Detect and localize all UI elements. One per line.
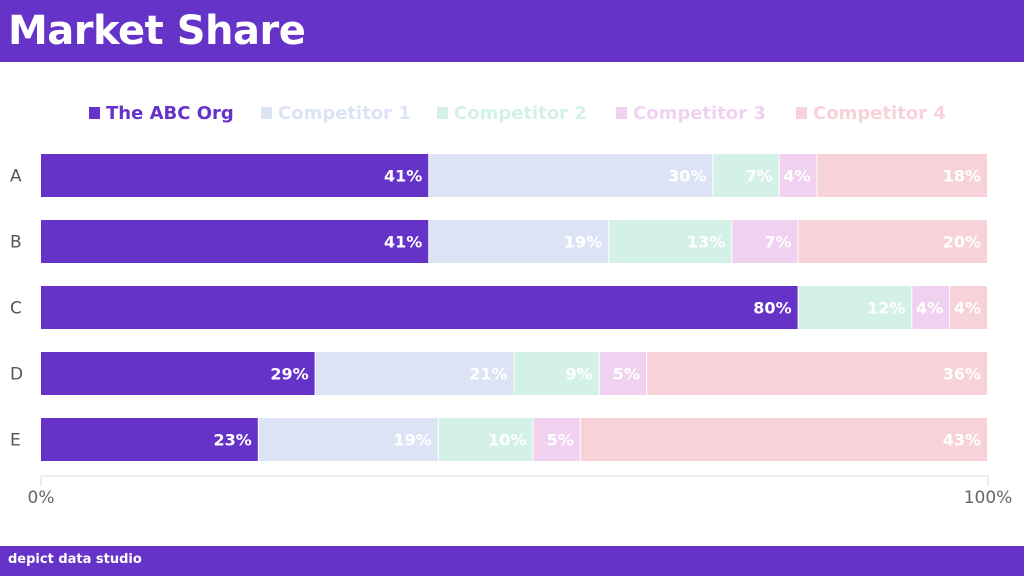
- bar-a-series-0: [41, 154, 429, 197]
- data-label-b-series-2: 13%: [687, 233, 725, 252]
- data-label-e-series-2: 10%: [488, 431, 526, 450]
- data-label-c-series-4: 4%: [954, 299, 981, 318]
- bar-c-series-2: [798, 286, 912, 329]
- bar-b-series-1: [429, 220, 609, 263]
- bar-b-series-2: [609, 220, 732, 263]
- title-bar: Market Share: [0, 0, 1024, 62]
- legend-swatch-3: [616, 107, 627, 119]
- bar-d-series-1: [315, 352, 514, 395]
- data-label-e-series-1: 19%: [393, 431, 431, 450]
- category-label-d: D: [10, 365, 23, 385]
- category-label-e: E: [10, 431, 21, 451]
- data-label-b-series-1: 19%: [564, 233, 602, 252]
- bar-e-series-0: [41, 418, 258, 461]
- legend-label-0: The ABC Org: [106, 103, 234, 124]
- data-label-a-series-1: 30%: [668, 167, 706, 186]
- legend-swatch-0: [89, 107, 100, 119]
- data-label-d-series-3: 5%: [613, 365, 640, 384]
- data-label-b-series-4: 20%: [943, 233, 981, 252]
- data-label-b-series-3: 7%: [764, 233, 791, 252]
- data-label-a-series-2: 7%: [745, 167, 772, 186]
- bar-e-series-3: [533, 418, 580, 461]
- x-tick-label-0: 0%: [28, 488, 55, 508]
- category-label-c: C: [10, 299, 22, 319]
- data-label-d-series-1: 21%: [469, 365, 507, 384]
- data-label-e-series-3: 5%: [547, 431, 574, 450]
- bar-e-series-4: [580, 418, 987, 461]
- x-tick-label-1: 100%: [964, 488, 1013, 508]
- bar-c-series-0: [41, 286, 798, 329]
- legend-swatch-1: [261, 107, 272, 119]
- bar-e-series-2: [438, 418, 533, 461]
- bar-b-series-4: [798, 220, 987, 263]
- chart-title: Market Share: [8, 8, 306, 54]
- data-label-c-series-2: 12%: [867, 299, 905, 318]
- bar-d-series-4: [647, 352, 987, 395]
- data-label-e-series-4: 43%: [943, 431, 981, 450]
- bar-a-series-1: [429, 154, 713, 197]
- bar-d-series-0: [41, 352, 315, 395]
- data-label-d-series-0: 29%: [270, 365, 308, 384]
- bar-a-series-2: [713, 154, 779, 197]
- data-label-d-series-2: 9%: [566, 365, 593, 384]
- data-label-d-series-4: 36%: [943, 365, 981, 384]
- bar-e-series-1: [258, 418, 438, 461]
- legend-label-2: Competitor 2: [454, 103, 587, 124]
- bar-c-series-4: [950, 286, 987, 329]
- bar-d-series-3: [599, 352, 647, 395]
- bar-b-series-3: [732, 220, 798, 263]
- data-label-a-series-3: 4%: [783, 167, 810, 186]
- bar-c-series-3: [912, 286, 950, 329]
- legend-label-1: Competitor 1: [278, 103, 411, 124]
- category-label-b: B: [10, 233, 22, 253]
- legend-swatch-4: [796, 107, 807, 119]
- data-label-e-series-0: 23%: [214, 431, 252, 450]
- legend-swatch-2: [437, 107, 448, 119]
- data-label-c-series-3: 4%: [916, 299, 943, 318]
- bar-a-series-4: [817, 154, 987, 197]
- bar-a-series-3: [779, 154, 817, 197]
- category-label-a: A: [10, 167, 22, 187]
- footer-bar: depict data studio: [0, 546, 1024, 576]
- bar-b-series-0: [41, 220, 429, 263]
- legend-label-4: Competitor 4: [813, 103, 946, 124]
- legend-label-3: Competitor 3: [633, 103, 766, 124]
- data-label-c-series-0: 80%: [753, 299, 791, 318]
- bar-d-series-2: [514, 352, 599, 395]
- footer-brand: depict data studio: [8, 552, 142, 567]
- data-label-b-series-0: 41%: [384, 233, 422, 252]
- data-label-a-series-4: 18%: [943, 167, 981, 186]
- data-label-a-series-0: 41%: [384, 167, 422, 186]
